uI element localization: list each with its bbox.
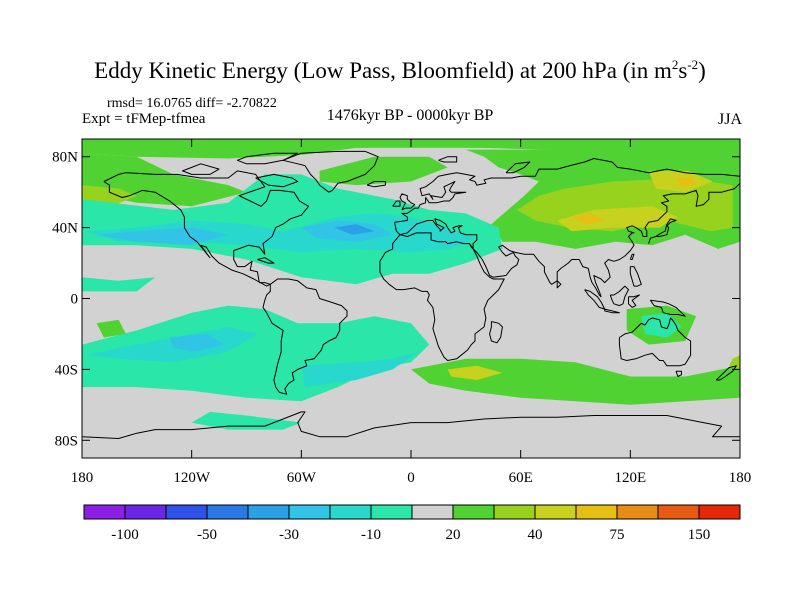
coastline — [262, 278, 348, 395]
field-region — [96, 319, 126, 338]
colorbar-box — [206, 504, 249, 520]
coastline — [366, 181, 386, 188]
lat-tick-label: 40N — [52, 221, 78, 237]
field-region — [411, 358, 740, 405]
coastline — [629, 253, 635, 260]
field-layer — [82, 139, 740, 430]
coastline — [255, 173, 299, 188]
colorbar-box — [575, 504, 618, 520]
coastline — [236, 152, 299, 165]
colorbar-box — [288, 504, 331, 520]
coastline — [618, 317, 692, 367]
coastline — [489, 321, 503, 344]
field-region — [571, 213, 605, 225]
colorbar-box — [411, 504, 454, 520]
lon-tick-label: 60W — [287, 470, 317, 486]
colorbar: -100 -50 -30 -10 20 40 75 150 — [83, 504, 741, 543]
lon-tick-label: 180 — [71, 470, 94, 486]
coastline — [392, 200, 401, 207]
lat-tick-label: 40S — [55, 362, 78, 378]
coastline — [103, 170, 310, 287]
colorbar-label: -30 — [279, 527, 299, 543]
period-label: 1476kyr BP - 0000kyr BP — [326, 107, 494, 124]
field-region — [85, 326, 258, 363]
lat-tick-label: 0 — [71, 292, 79, 308]
season-label: JJA — [717, 111, 742, 128]
coastline-layer — [82, 150, 740, 458]
coastline — [505, 161, 531, 174]
field-region — [85, 213, 477, 253]
colorbar-box — [657, 504, 700, 520]
colorbar-box — [493, 504, 536, 520]
field-region — [729, 355, 740, 370]
coastline — [399, 193, 416, 211]
colorbar-box — [124, 504, 167, 520]
field-region — [301, 351, 419, 388]
plot-title: Eddy Kinetic Energy (Low Pass, Bloomfiel… — [94, 57, 706, 83]
lon-tick-label: 120E — [614, 470, 646, 486]
coastline — [282, 150, 379, 193]
colorbar-label: -50 — [197, 527, 217, 543]
lon-tick-label: 180 — [729, 470, 752, 486]
field-region — [334, 224, 375, 235]
coastline — [715, 365, 737, 381]
coastline — [675, 370, 682, 377]
coastline — [82, 411, 740, 439]
colorbar-box — [534, 504, 577, 520]
coastline — [379, 232, 505, 361]
colorbar-label: -100 — [111, 527, 139, 543]
coastline — [649, 299, 686, 317]
colorbar-box — [247, 504, 290, 520]
coastline — [628, 294, 640, 308]
colorbar-label: -10 — [361, 527, 381, 543]
coastline — [609, 285, 629, 307]
coastline — [556, 280, 562, 289]
colorbar-label: 150 — [688, 527, 711, 543]
coastline — [438, 156, 458, 163]
lat-tick-label: 80S — [55, 433, 78, 449]
colorbar-box — [329, 504, 372, 520]
field-region — [447, 365, 503, 380]
field-region — [319, 156, 448, 186]
colorbar-box — [616, 504, 659, 520]
field-region — [82, 277, 156, 292]
field-region — [557, 206, 678, 232]
colorbar-label: 20 — [446, 527, 461, 543]
field-region — [169, 333, 225, 352]
coastline — [604, 308, 620, 314]
lon-tick-label: 0 — [407, 470, 415, 486]
colorbar-box — [83, 504, 126, 520]
field-region — [82, 139, 740, 159]
coastline — [648, 218, 677, 244]
lon-tick-label: 60E — [509, 470, 533, 486]
coastline — [629, 266, 642, 287]
map-panel — [81, 138, 741, 459]
coastline — [182, 163, 220, 175]
field-region — [676, 178, 697, 187]
axis-layer: 80N 40N 0 40S 80S 180 120W 60W 0 60E 120E 180 — [52, 139, 751, 486]
colorbar-box — [165, 504, 208, 520]
lat-tick-label: 80N — [52, 150, 78, 166]
stats-label: rmsd= 16.0765 diff= -2.70822 — [107, 96, 277, 111]
colorbar-label: 40 — [528, 527, 543, 543]
colorbar-box — [452, 504, 495, 520]
lon-tick-label: 120W — [173, 470, 211, 486]
colorbar-label: 75 — [610, 527, 625, 543]
colorbar-box — [370, 504, 413, 520]
coastline — [394, 158, 740, 298]
experiment-label: Expt = tFMep-tfmea — [82, 111, 206, 127]
field-region — [191, 411, 302, 430]
coastline — [257, 257, 275, 264]
colorbar-box — [698, 504, 741, 520]
